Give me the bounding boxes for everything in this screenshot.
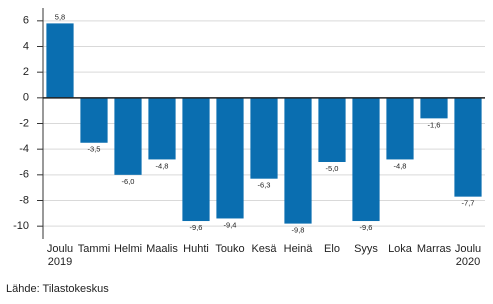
x-tick-label: Heinä xyxy=(284,243,314,255)
y-tick-label: -10 xyxy=(13,220,29,232)
x-tick-label: Marras xyxy=(417,243,452,255)
bar xyxy=(216,97,244,219)
source-note: Lähde: Tilastokeskus xyxy=(6,283,109,295)
label-line: 2020 xyxy=(456,256,480,268)
x-tick-label: Touko xyxy=(215,243,244,255)
bar xyxy=(250,97,278,179)
value-label: -9,6 xyxy=(190,223,203,232)
bar xyxy=(284,97,312,224)
bar xyxy=(454,97,482,197)
x-tick-label: Joulu 2020 xyxy=(455,243,481,268)
x-tick-label: Joulu 2019 xyxy=(47,243,73,268)
value-label: -6,3 xyxy=(258,181,271,190)
bar xyxy=(352,97,380,222)
value-label: -3,5 xyxy=(88,145,101,154)
bar xyxy=(420,97,448,119)
y-tick-label: 4 xyxy=(23,40,29,52)
x-tick-label: Huhti xyxy=(183,243,209,255)
x-tick-label: Loka xyxy=(388,243,413,255)
label-line: Joulu xyxy=(47,243,73,255)
bar xyxy=(148,97,176,160)
value-label: -5,0 xyxy=(326,164,339,173)
value-label: -9,8 xyxy=(292,226,305,235)
x-tick-label: Elo xyxy=(324,243,340,255)
value-label: -4,8 xyxy=(394,161,407,170)
label-line: 2019 xyxy=(48,256,72,268)
value-label: 5,8 xyxy=(55,12,65,21)
value-label: -1,6 xyxy=(428,120,441,129)
bar xyxy=(114,97,142,175)
label-line: Joulu xyxy=(455,243,481,255)
y-tick-label: -4 xyxy=(19,143,29,155)
x-tick-label: Maalis xyxy=(146,243,178,255)
x-tick-label: Helmi xyxy=(114,243,142,255)
y-tick-label: -6 xyxy=(19,169,29,181)
y-tick-label: -2 xyxy=(19,117,29,129)
x-tick-label: Kesä xyxy=(251,243,277,255)
value-label: -9,4 xyxy=(224,220,237,229)
bar xyxy=(318,97,346,162)
bar xyxy=(182,97,210,222)
bar xyxy=(46,23,74,98)
y-tick-label: 0 xyxy=(23,92,29,104)
y-tick-label: 6 xyxy=(23,15,29,27)
value-label: -9,6 xyxy=(360,223,373,232)
x-tick-label: Syys xyxy=(354,243,378,255)
value-label: -7,7 xyxy=(462,199,475,208)
bar xyxy=(80,97,108,143)
bar xyxy=(386,97,414,160)
x-tick-label: Tammi xyxy=(78,243,110,255)
y-tick-label: 2 xyxy=(23,66,29,78)
value-label: -4,8 xyxy=(156,161,169,170)
value-label: -6,0 xyxy=(122,177,135,186)
y-tick-label: -8 xyxy=(19,194,29,206)
